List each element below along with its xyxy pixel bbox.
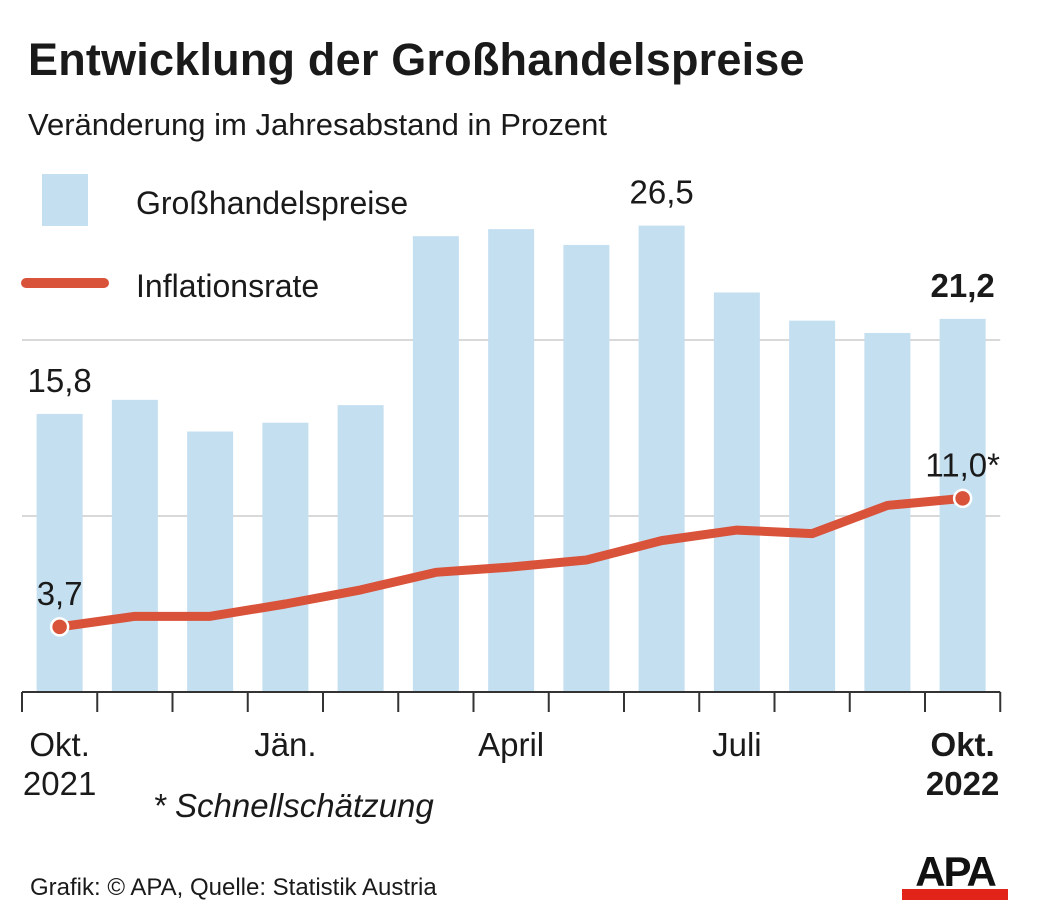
bar-grosshandelspreise — [789, 320, 836, 692]
bar-grosshandelspreise — [412, 236, 459, 692]
line-value-label: 11,0* — [925, 446, 1000, 483]
data-labels: 15,8 26,5 21,2 3,7 11,0* — [28, 174, 1001, 612]
bar-grosshandelspreise — [111, 399, 158, 692]
bar-value-label: 15,8 — [28, 362, 92, 399]
line-inflationsrate — [55, 493, 968, 632]
legend-bar-label: Großhandelspreise — [136, 185, 408, 221]
x-tick-label: 2021 — [23, 765, 96, 802]
apa-logo: APA — [902, 852, 1008, 900]
legend: Großhandelspreise Inflationsrate — [21, 174, 408, 304]
chart-subtitle: Veränderung im Jahresabstand in Prozent — [28, 107, 608, 142]
bar-grosshandelspreise — [187, 431, 234, 692]
line-endpoint-marker — [49, 617, 70, 637]
bar-series — [36, 225, 986, 692]
legend-bar-swatch — [42, 174, 88, 226]
bar-grosshandelspreise — [337, 405, 384, 692]
bar-value-label: 26,5 — [630, 174, 694, 211]
bar-grosshandelspreise — [36, 413, 83, 692]
x-tick-label: 2022 — [926, 765, 999, 802]
x-tick-label: Juli — [712, 726, 762, 763]
bar-grosshandelspreise — [638, 225, 685, 692]
x-tick-label: Jän. — [254, 726, 316, 763]
line-value-label: 3,7 — [37, 575, 83, 612]
x-tick-label: Okt. — [931, 726, 995, 763]
bar-value-label: 21,2 — [931, 267, 995, 304]
line-endpoint-marker — [952, 488, 973, 509]
x-tick-label: Okt. — [29, 726, 90, 763]
legend-line-label: Inflationsrate — [136, 268, 319, 304]
x-tick-label: April — [478, 726, 544, 763]
apa-logo-text: APA — [915, 852, 996, 895]
footnote: * Schnellschätzung — [153, 787, 434, 824]
bar-grosshandelspreise — [488, 229, 535, 692]
bar-grosshandelspreise — [713, 292, 760, 692]
bar-grosshandelspreise — [262, 422, 309, 692]
source-credit: Grafik: © APA, Quelle: Statistik Austria — [30, 874, 437, 901]
chart-title: Entwicklung der Großhandelspreise — [28, 34, 805, 85]
apa-logo-bar — [902, 889, 1008, 900]
bar-grosshandelspreise — [563, 244, 610, 692]
line-series — [49, 488, 973, 637]
